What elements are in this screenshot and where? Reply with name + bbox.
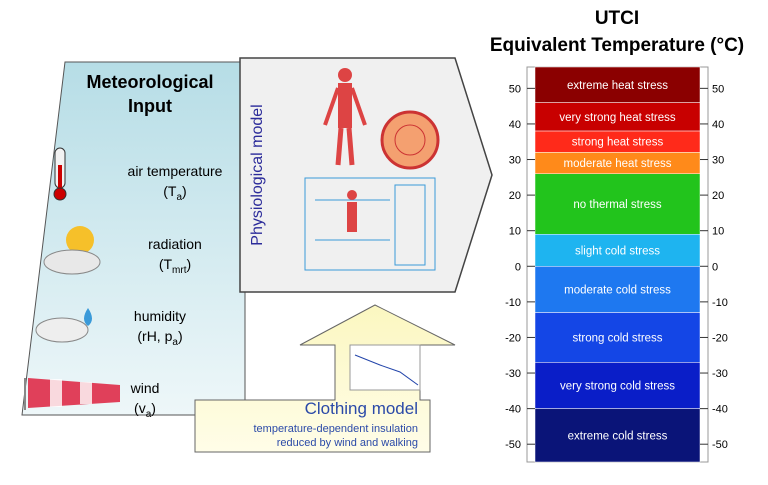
band-label: moderate heat stress bbox=[563, 158, 671, 170]
band-label: slight cold stress bbox=[575, 245, 660, 257]
tick-label: -20 bbox=[505, 332, 521, 344]
tick-label: 0 bbox=[712, 261, 718, 273]
physiological-label: Physiological model bbox=[249, 104, 266, 245]
panel-title: Input bbox=[128, 96, 172, 116]
tick-label: -30 bbox=[505, 368, 521, 380]
thermometer-icon bbox=[53, 147, 67, 201]
input-name: wind bbox=[130, 380, 160, 396]
symbol-text: ) bbox=[187, 256, 192, 272]
tick-label: 30 bbox=[509, 155, 521, 167]
symbol-text: ) bbox=[178, 328, 183, 344]
clothing-text: reduced by wind and walking bbox=[277, 437, 418, 449]
tick-label: 50 bbox=[712, 83, 724, 95]
symbol-text: (T bbox=[159, 256, 173, 272]
clothing-chart bbox=[349, 344, 421, 391]
input-name: humidity bbox=[134, 308, 186, 324]
stress-band bbox=[534, 408, 701, 463]
tick-label: -40 bbox=[712, 404, 728, 416]
band-label: moderate cold stress bbox=[564, 284, 671, 296]
tick-label: 10 bbox=[509, 226, 521, 238]
input-name: radiation bbox=[148, 236, 202, 252]
stress-band bbox=[534, 362, 701, 409]
stress-band bbox=[534, 266, 701, 313]
body-figure bbox=[323, 68, 440, 170]
windsock-icon bbox=[24, 378, 120, 410]
stress-band bbox=[534, 173, 701, 235]
tick-label: -30 bbox=[712, 368, 728, 380]
input-symbol: (Tmrt) bbox=[159, 256, 191, 276]
tick-label: 0 bbox=[515, 261, 521, 273]
subscript: a bbox=[176, 192, 182, 203]
tick-label: 40 bbox=[712, 119, 724, 131]
band-label: very strong heat stress bbox=[559, 112, 676, 124]
clothing-text: temperature-dependent insulation bbox=[253, 423, 418, 435]
tick-label: -50 bbox=[712, 439, 728, 451]
band-label: strong cold stress bbox=[572, 332, 662, 344]
tick-label: 20 bbox=[712, 190, 724, 202]
subscript: a bbox=[146, 409, 152, 420]
clothing-arrow bbox=[194, 304, 456, 453]
tick-label: -10 bbox=[712, 297, 728, 309]
input-symbol: (va) bbox=[134, 400, 156, 420]
band-label: extreme heat stress bbox=[567, 80, 668, 92]
tick-label: 10 bbox=[712, 226, 724, 238]
band-label: no thermal stress bbox=[573, 199, 661, 211]
rain-cloud-icon bbox=[35, 308, 92, 343]
symbol-text: (T bbox=[163, 183, 177, 199]
symbol-text: ) bbox=[151, 400, 156, 416]
tick-label: -10 bbox=[505, 297, 521, 309]
clothing-title: Clothing model bbox=[305, 399, 418, 418]
input-symbol: (Ta) bbox=[163, 183, 186, 203]
tick-label: 50 bbox=[509, 83, 521, 95]
physiological-model-box bbox=[239, 57, 493, 293]
input-symbol: (rH, pa) bbox=[137, 328, 182, 348]
symbol-text: (v bbox=[134, 400, 146, 416]
band-label: strong heat stress bbox=[572, 137, 664, 149]
tick-label: -40 bbox=[505, 404, 521, 416]
tick-label: -20 bbox=[712, 332, 728, 344]
stress-band bbox=[534, 66, 701, 103]
clothing-chart-line bbox=[354, 354, 419, 386]
input-name: air temperature bbox=[128, 163, 223, 179]
title: Equivalent Temperature (°C) bbox=[490, 35, 744, 56]
symbol-text: (rH, p bbox=[137, 328, 172, 344]
symbol-text: ) bbox=[182, 183, 187, 199]
sun-cloud-icon bbox=[43, 226, 101, 275]
tick-label: 40 bbox=[509, 119, 521, 131]
stress-band bbox=[534, 102, 701, 132]
band-label: very strong cold stress bbox=[560, 380, 675, 392]
tick-label: 20 bbox=[509, 190, 521, 202]
band-label: extreme cold stress bbox=[568, 430, 668, 442]
panel-title: Meteorological bbox=[86, 72, 213, 92]
stress-band bbox=[534, 312, 701, 363]
stress-band bbox=[534, 234, 701, 267]
tick-label: 30 bbox=[712, 155, 724, 167]
regulation-diagram bbox=[304, 177, 436, 271]
tick-label: -50 bbox=[505, 439, 521, 451]
subscript: mrt bbox=[172, 265, 187, 276]
subscript: a bbox=[172, 337, 178, 348]
title: UTCI bbox=[595, 8, 639, 29]
